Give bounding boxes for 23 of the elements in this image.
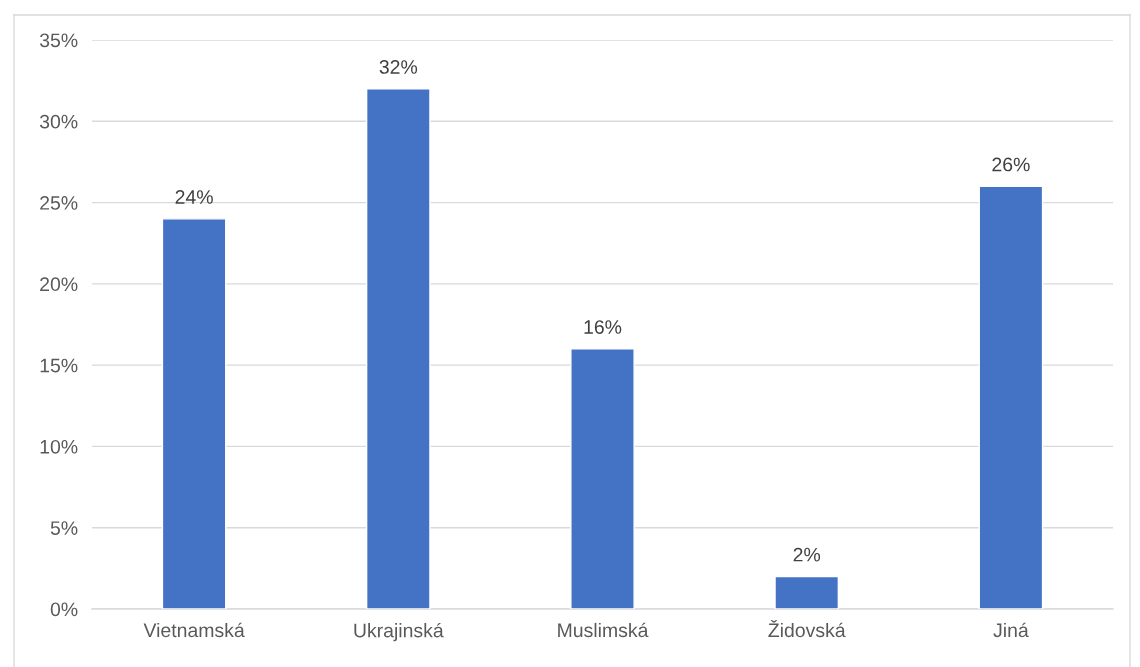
y-tick-label: 15% <box>40 358 78 373</box>
bar <box>570 348 635 609</box>
y-tick-label: 5% <box>50 521 78 535</box>
bar <box>774 575 840 609</box>
bar <box>978 185 1044 609</box>
x-tick-label: Vietnamská <box>143 622 245 638</box>
y-tick-label: 25% <box>40 196 78 210</box>
x-tick-label: Ukrajinská <box>354 622 444 642</box>
x-tick-label: Muslimská <box>558 622 649 638</box>
y-tick-label: 0% <box>50 602 78 617</box>
y-tick-label: 20% <box>40 277 78 292</box>
bar <box>161 218 227 609</box>
data-label: 16% <box>584 320 622 334</box>
y-tick-label: 30% <box>39 114 78 129</box>
data-label: 2% <box>793 547 821 562</box>
x-tick-label: Jiná <box>993 622 1029 638</box>
x-tick-label: Židovská <box>768 619 846 638</box>
y-tick-label: 10% <box>40 439 78 454</box>
data-label: 26% <box>992 157 1030 172</box>
data-label: 32% <box>379 60 418 74</box>
y-tick-label: 35% <box>39 33 78 48</box>
data-label: 24% <box>175 190 213 204</box>
bar <box>365 88 431 609</box>
